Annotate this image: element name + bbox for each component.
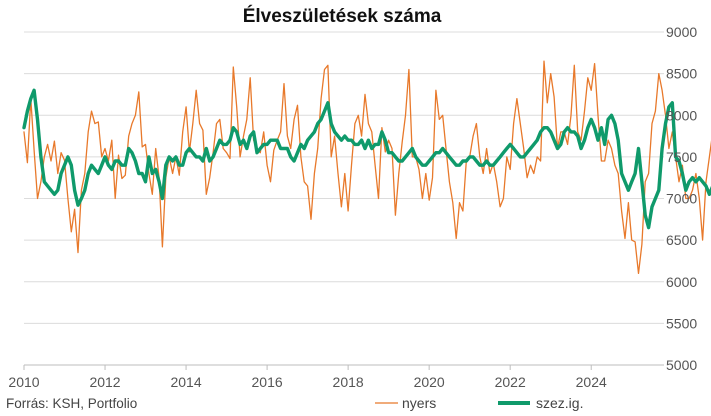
y-tick-label: 7000	[666, 191, 697, 207]
x-tick-label: 2020	[414, 374, 445, 390]
x-tick-label: 2014	[170, 374, 201, 390]
y-tick-label: 8000	[666, 107, 697, 123]
chart-title: Élveszületések száma	[243, 5, 442, 27]
x-tick-label: 2012	[89, 374, 120, 390]
source-note: Forrás: KSH, Portfolio	[6, 396, 137, 411]
legend-label-szez: szez.ig.	[536, 395, 583, 411]
legend: nyers szez.ig.	[375, 395, 583, 411]
y-tick-label: 7500	[666, 149, 697, 165]
y-axis: 5000 5500 6000 6500 7000 7500 8000 8500 9000	[666, 24, 697, 373]
series-line-nyers	[23, 60, 711, 275]
series-line-szez-ig	[22, 88, 711, 230]
gridlines	[24, 31, 664, 366]
legend-label-nyers: nyers	[402, 395, 436, 411]
y-tick-label: 6500	[666, 232, 697, 248]
x-tick-label: 2010	[8, 374, 39, 390]
x-tick-label: 2018	[333, 374, 364, 390]
series-lines	[22, 60, 711, 275]
x-axis: 2010 2012 2014 2016 2018 2020 2022 2024	[8, 365, 607, 390]
y-tick-label: 9000	[666, 24, 697, 40]
y-tick-label: 8500	[666, 66, 697, 82]
x-tick-label: 2022	[495, 374, 526, 390]
y-tick-label: 5000	[666, 357, 697, 373]
x-tick-label: 2016	[252, 374, 283, 390]
y-tick-label: 5500	[666, 315, 697, 331]
y-tick-label: 6000	[666, 274, 697, 290]
x-tick-label: 2024	[576, 374, 607, 390]
